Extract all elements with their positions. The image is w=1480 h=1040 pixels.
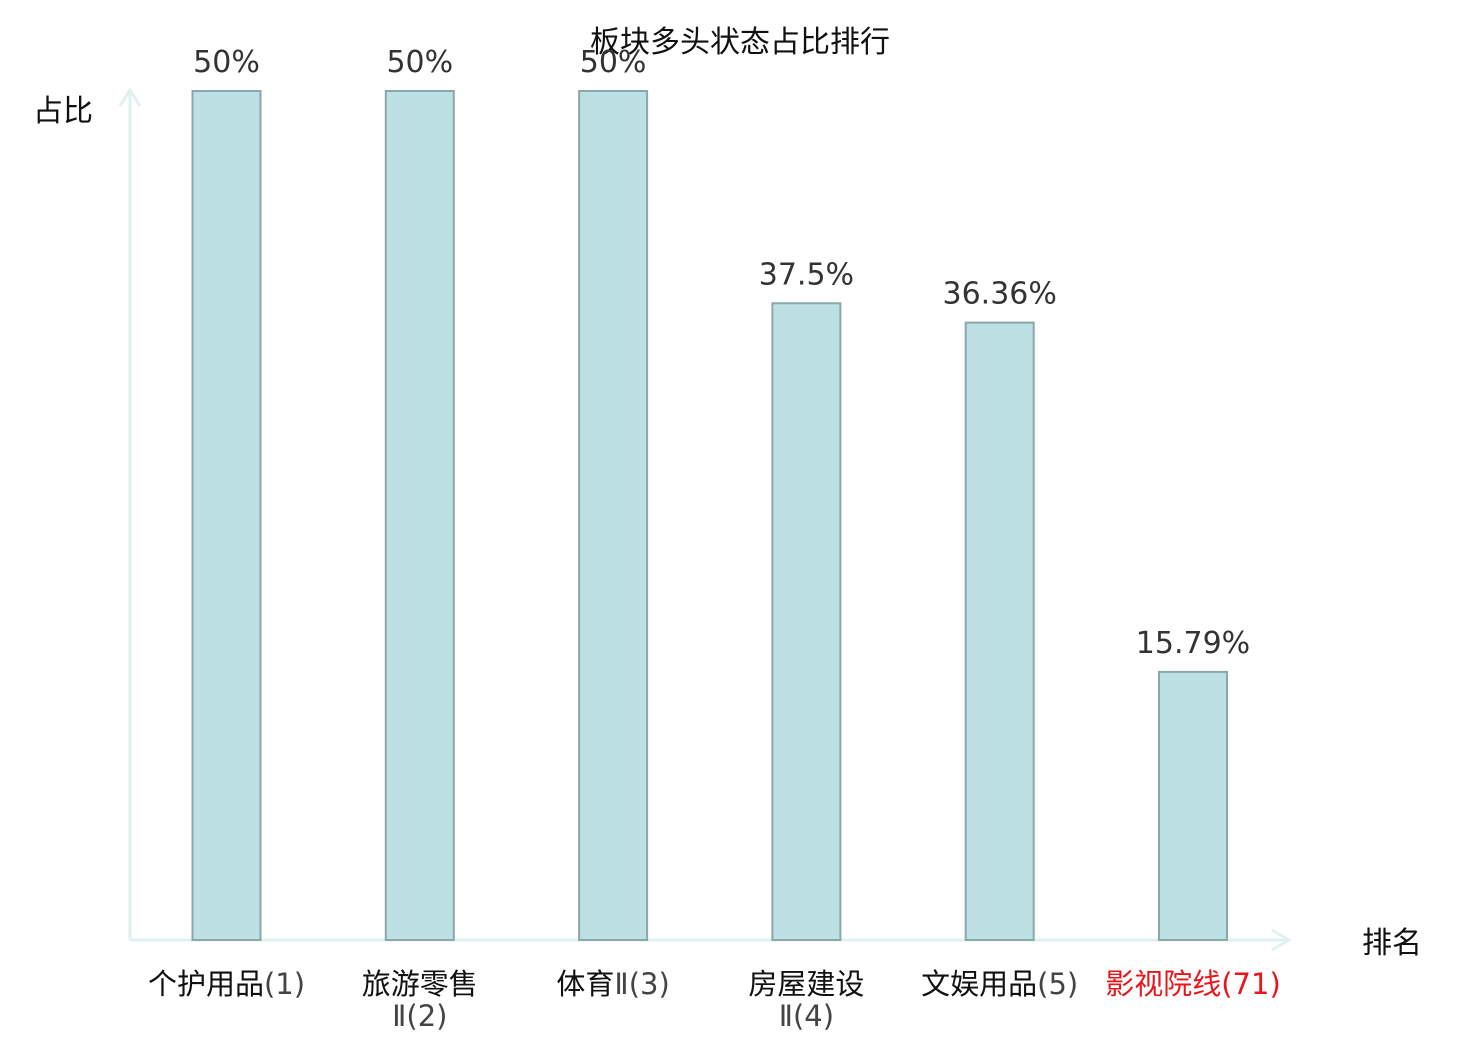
bar	[964, 321, 1035, 942]
value-label: 37.5%	[759, 257, 854, 292]
category-label: 体育Ⅱ(3)	[556, 967, 669, 1001]
category-labels: 个护用品(1) 旅游零售 Ⅱ(2) 体育Ⅱ(3) 房屋建设 Ⅱ(4) 文娱用品(5) 影视院线…	[148, 967, 1281, 1033]
category-label: 文娱用品(5)	[921, 967, 1078, 1001]
value-labels: 50% 50% 50% 37.5% 36.36% 15.79%	[193, 45, 1250, 661]
bar	[1158, 670, 1228, 941]
category-label: 影视院线(71)	[1105, 967, 1281, 1001]
bars	[191, 90, 1228, 942]
category-label: 旅游零售 Ⅱ(2)	[362, 967, 478, 1033]
bar	[578, 90, 649, 941]
bar	[384, 90, 455, 941]
value-label: 36.36%	[943, 277, 1057, 312]
axes	[118, 87, 1292, 952]
x-axis-arrow	[1271, 928, 1292, 952]
value-label: 15.79%	[1136, 626, 1250, 661]
category-label: 房屋建设 Ⅱ(4)	[748, 967, 864, 1033]
bar	[191, 90, 262, 941]
value-label: 50%	[580, 45, 647, 80]
category-label: 个护用品(1)	[148, 967, 305, 1001]
x-axis-label: 排名	[1362, 926, 1422, 961]
value-label: 50%	[386, 45, 453, 80]
bar	[771, 302, 842, 941]
value-label: 50%	[193, 45, 260, 80]
y-axis-label: 占比	[33, 94, 93, 129]
y-axis-arrow	[118, 87, 142, 107]
chart-title: 板块多头状态占比排行	[590, 25, 890, 60]
